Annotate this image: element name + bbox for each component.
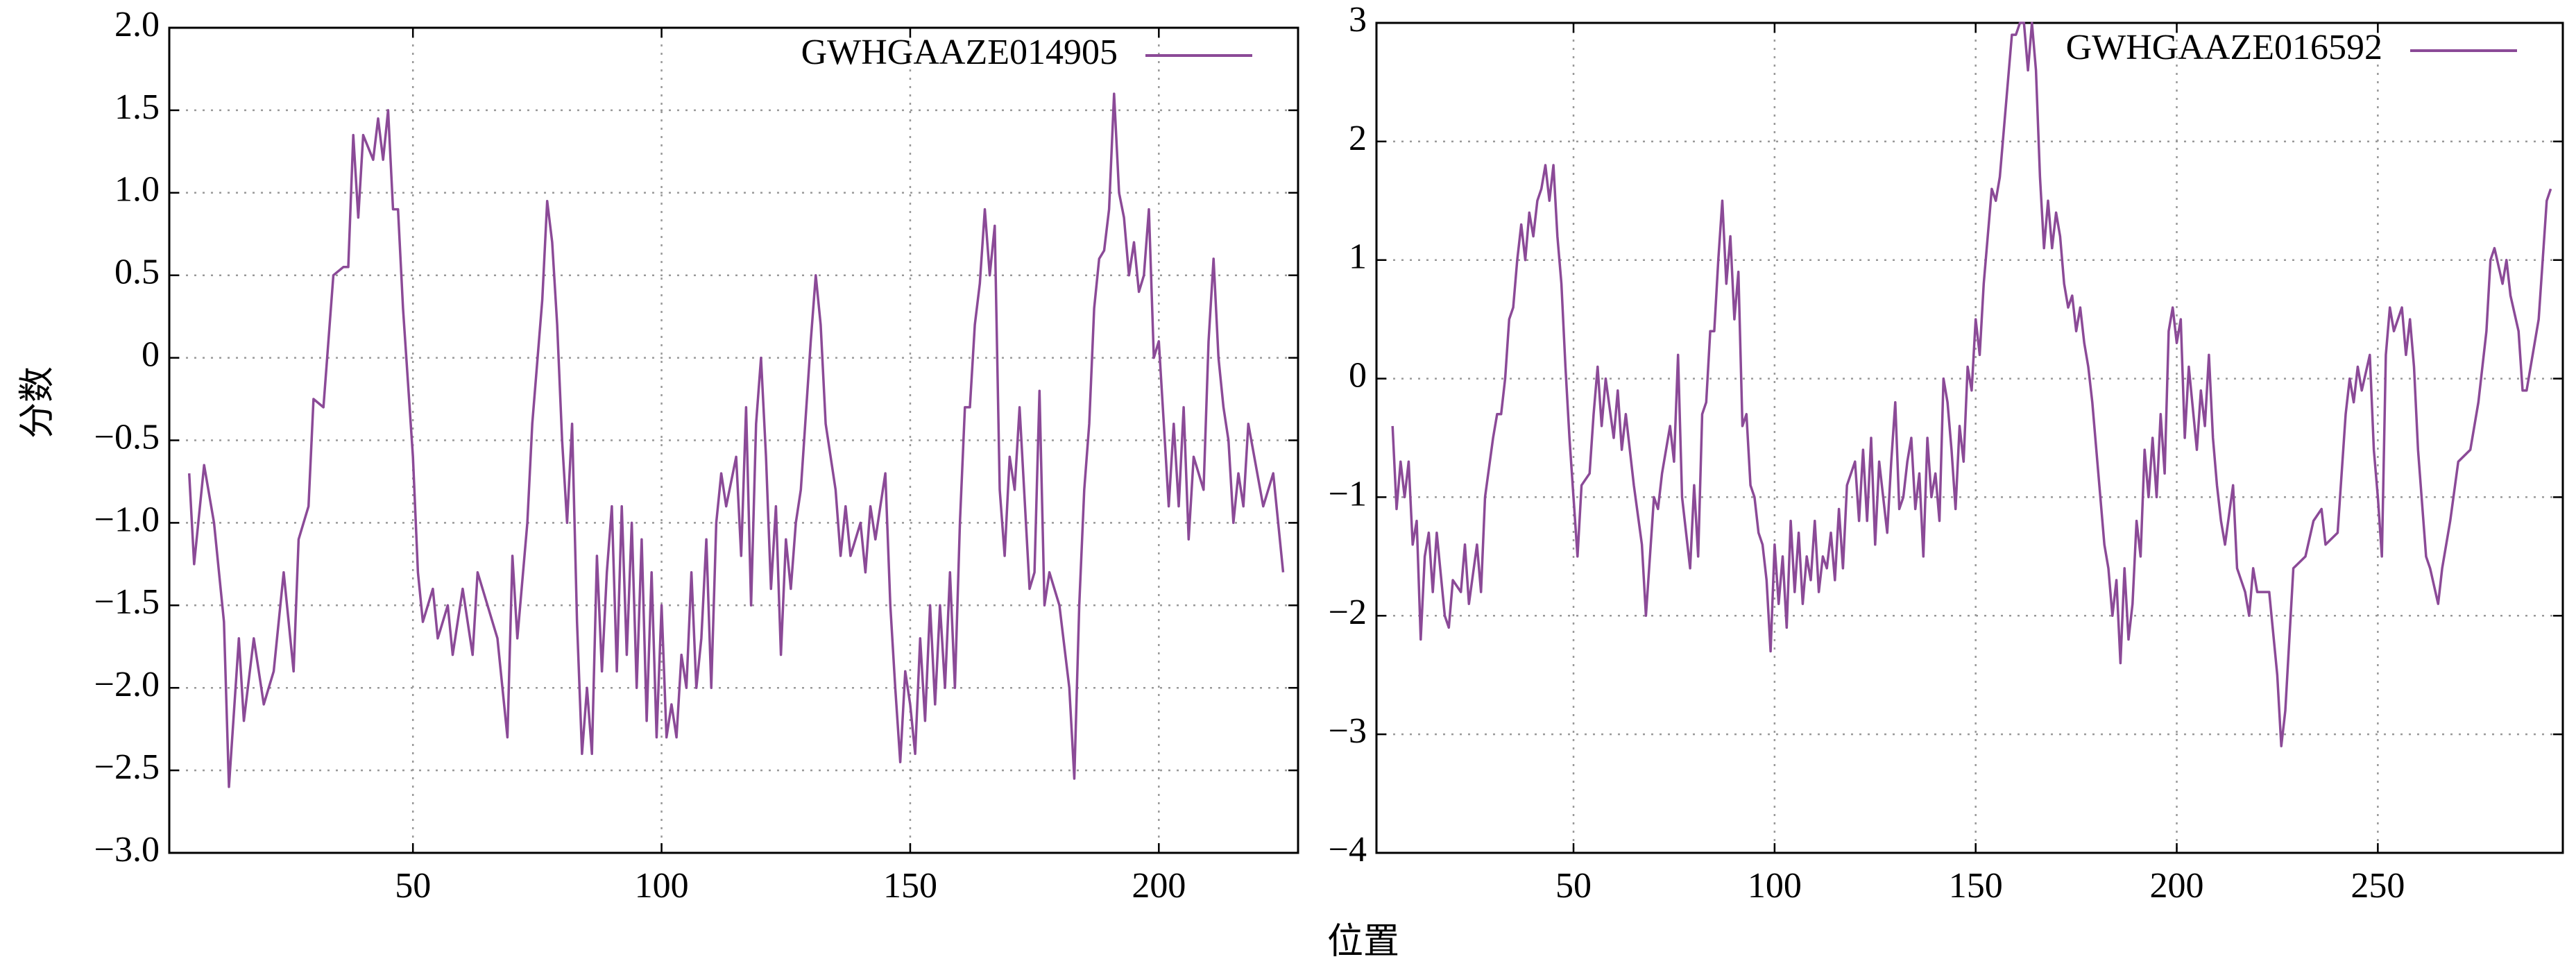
x-tick-label: 100 <box>1748 866 1802 906</box>
x-tick-label: 200 <box>1132 866 1186 906</box>
y-tick-label: −3 <box>1329 711 1367 751</box>
y-tick-label: 2 <box>1349 119 1367 158</box>
y-tick-label: −3.0 <box>94 830 160 870</box>
legend-label: GWHGAAZE014905 <box>801 33 1118 72</box>
y-tick-label: −1.5 <box>94 582 160 622</box>
y-tick-label: 0 <box>1349 356 1367 396</box>
y-tick-label: 3 <box>1349 0 1367 40</box>
y-tick-label: 0.5 <box>114 253 160 292</box>
data-line <box>187 92 1285 788</box>
y-tick-label: −0.5 <box>94 417 160 457</box>
x-tick-label: 250 <box>2351 866 2405 906</box>
data-line <box>1391 22 2552 747</box>
y-tick-label: 2.0 <box>114 5 160 44</box>
y-tick-label: −1.0 <box>94 500 160 539</box>
y-tick-label: 1 <box>1349 237 1367 277</box>
y-tick-label: 1.0 <box>114 170 160 210</box>
legend-label: GWHGAAZE016592 <box>2066 28 2382 67</box>
x-tick-label: 200 <box>2150 866 2204 906</box>
plot-frame <box>168 26 1299 854</box>
y-tick-label: −2 <box>1329 593 1367 632</box>
x-tick-label: 150 <box>1949 866 2003 906</box>
y-tick-label: 1.5 <box>114 87 160 127</box>
x-tick-label: 150 <box>883 866 937 906</box>
y-tick-label: −4 <box>1329 830 1367 870</box>
x-axis-label: 位置 <box>1327 922 1399 962</box>
y-tick-label: −2.5 <box>94 747 160 787</box>
x-tick-label: 100 <box>635 866 689 906</box>
y-tick-label: 0 <box>142 335 160 375</box>
y-tick-label: −1 <box>1329 474 1367 514</box>
y-tick-label: −2.0 <box>94 665 160 704</box>
plot-frame <box>1375 22 2564 854</box>
y-axis-label: 分数 <box>18 366 58 439</box>
x-tick-label: 50 <box>1555 866 1592 906</box>
x-tick-label: 50 <box>395 866 431 906</box>
